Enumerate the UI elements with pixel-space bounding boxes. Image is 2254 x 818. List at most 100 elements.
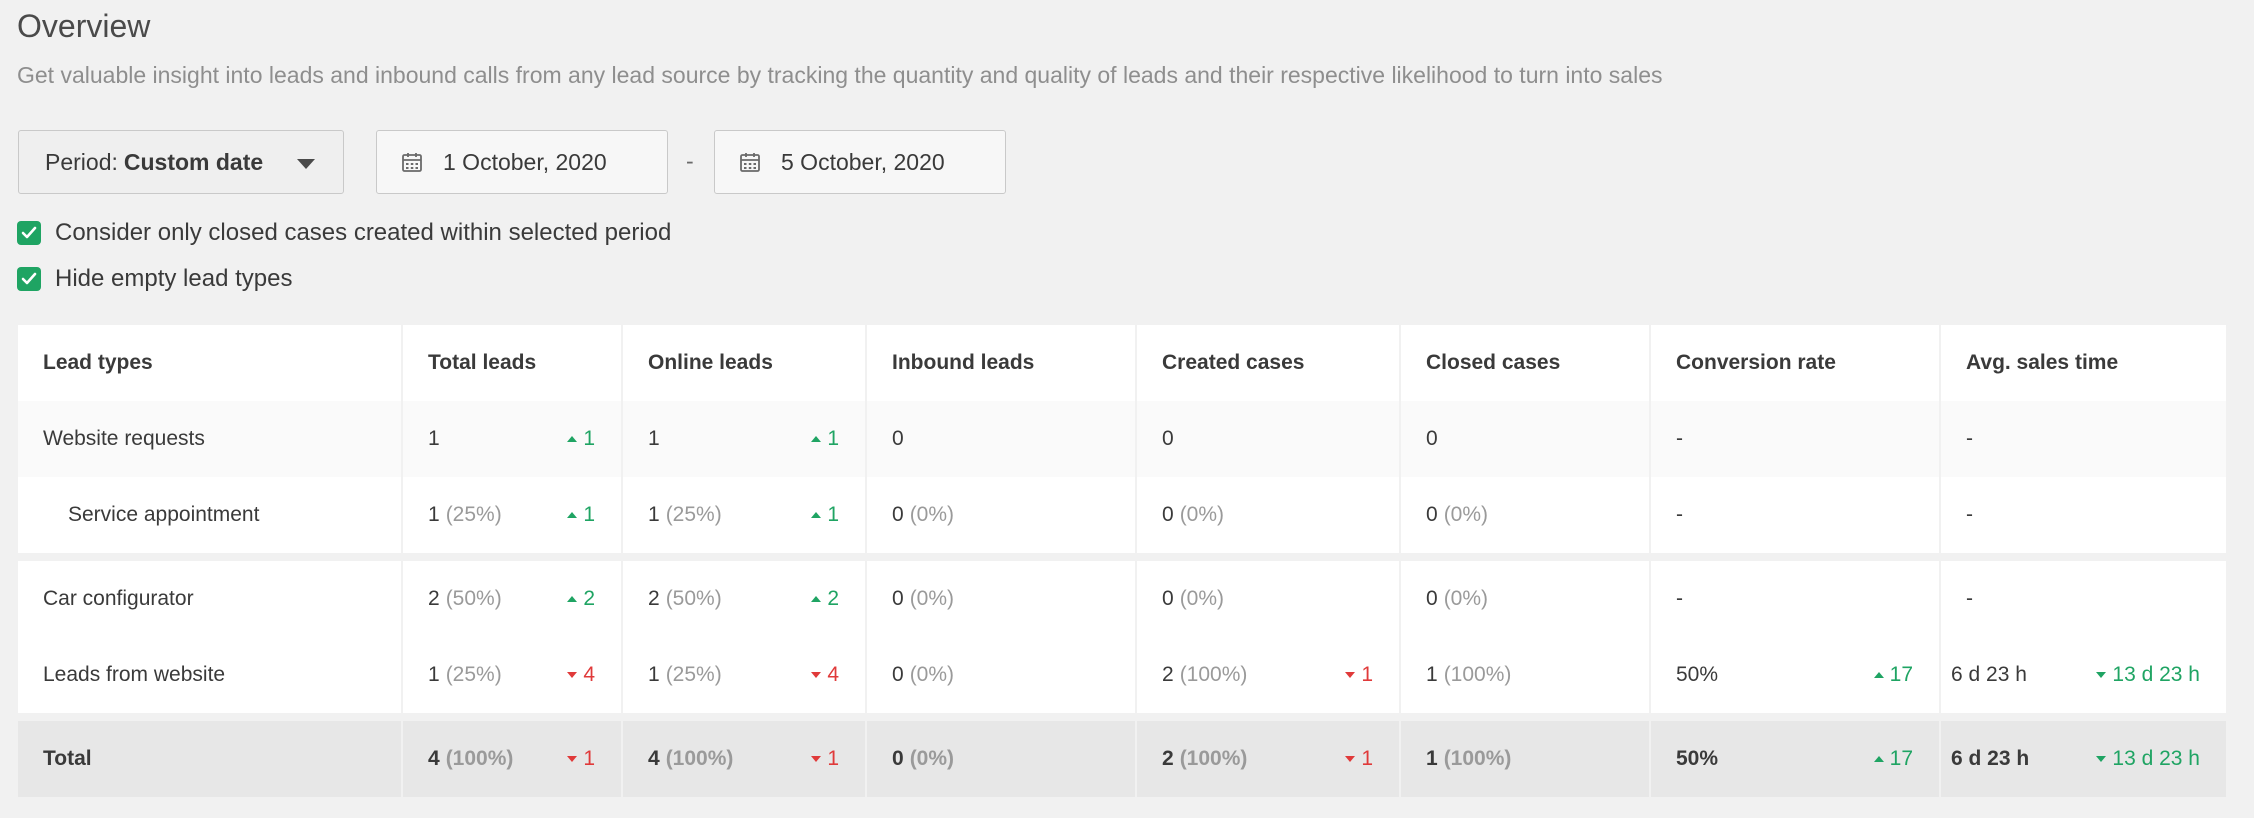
period-dropdown[interactable]: Period: Custom date (18, 130, 344, 194)
online-leads-cell: 1 (25%) 1 (623, 477, 867, 553)
created-cases-cell: 2 (100%) 1 (1137, 637, 1401, 713)
column-header-total-leads[interactable]: Total leads (403, 325, 623, 401)
created-cases-cell: 2 (100%) 1 (1137, 721, 1401, 797)
total-leads-cell: 1 (25%) 4 (403, 637, 623, 713)
inbound-leads-cell: 0 (0%) (867, 637, 1137, 713)
triangle-up-icon (1873, 672, 1884, 678)
cell-percentage: (100%) (1443, 663, 1512, 686)
cell-percentage: (0%) (909, 747, 955, 770)
closed-cases-checkbox-row[interactable]: Consider only closed cases created withi… (17, 219, 671, 247)
date-to-input[interactable]: 5 October, 2020 (714, 130, 1006, 194)
closed-cases-cell: 0 (0%) (1401, 477, 1651, 553)
lead-type-cell: Car configurator (18, 561, 403, 637)
column-header-inbound-leads[interactable]: Inbound leads (867, 325, 1137, 401)
triangle-down-icon (811, 756, 822, 762)
column-header-lead-types[interactable]: Lead types (18, 325, 403, 401)
hide-empty-checkbox-row[interactable]: Hide empty lead types (17, 265, 292, 293)
trend-value: 1 (1361, 663, 1373, 686)
trend-down-indicator: 4 (567, 663, 595, 687)
chevron-down-icon (297, 159, 315, 169)
triangle-down-icon (2096, 672, 2107, 678)
cell-percentage: (100%) (445, 747, 514, 770)
closed-cases-checkbox-label: Consider only closed cases created withi… (55, 219, 672, 246)
column-header-online-leads[interactable]: Online leads (623, 325, 867, 401)
table-row[interactable]: Service appointment 1 (25%) 1 1 (25%) 1 0(… (18, 477, 2226, 553)
online-leads-cell: 1 1 (623, 401, 867, 477)
cell-value: 0 (1426, 503, 1438, 526)
calendar-icon (402, 153, 422, 172)
date-from-input[interactable]: 1 October, 2020 (376, 130, 668, 194)
period-label: Period: (45, 148, 118, 175)
cell-value: - (1966, 587, 1973, 610)
group-divider (18, 553, 2226, 561)
cell-percentage: (0%) (1443, 587, 1489, 610)
trend-down-indicator: 1 (1345, 663, 1373, 687)
closed-cases-checkbox[interactable] (17, 221, 41, 245)
triangle-down-icon (567, 756, 578, 762)
online-leads-cell: 1 (25%) 4 (623, 637, 867, 713)
trend-down-indicator: 1 (1345, 747, 1373, 771)
cell-value: 6 d 23 h (1951, 747, 2030, 770)
triangle-up-icon (567, 512, 578, 518)
column-header-created-cases[interactable]: Created cases (1137, 325, 1401, 401)
column-header-avg-sales-time[interactable]: Avg. sales time (1966, 351, 2119, 374)
trend-up-indicator: 1 (811, 503, 839, 527)
cell-percentage: (25%) (445, 503, 502, 526)
cell-value: 2 (1162, 747, 1174, 770)
triangle-down-icon (2096, 756, 2107, 762)
lead-type-cell: Website requests (18, 401, 403, 477)
trend-value: 4 (827, 663, 839, 686)
online-leads-cell: 4 (100%) 1 (623, 721, 867, 797)
cell-value: 4 (428, 747, 440, 770)
page-subtitle: Get valuable insight into leads and inbo… (17, 62, 1663, 88)
closed-cases-cell: 1 (100%) (1401, 721, 1651, 797)
total-leads-cell: 1 1 (403, 401, 623, 477)
triangle-up-icon (811, 512, 822, 518)
group-divider (18, 713, 2226, 721)
cell-percentage: (50%) (665, 587, 722, 610)
column-header-closed-cases[interactable]: Closed cases (1401, 325, 1651, 401)
column-header-conversion-rate[interactable]: Conversion rate (1651, 325, 1941, 401)
cell-percentage: (0%) (1179, 503, 1225, 526)
trend-up-indicator: 1 (567, 503, 595, 527)
cell-value: 50% (1676, 663, 1719, 686)
cell-percentage: (0%) (909, 587, 955, 610)
cell-value: 0 (1426, 427, 1438, 450)
cell-value: 2 (648, 587, 660, 610)
cell-value: 1 (428, 427, 440, 450)
cell-percentage: (25%) (665, 503, 722, 526)
avg-sales-time-cell: - (1941, 401, 2226, 477)
triangle-down-icon (1345, 756, 1356, 762)
page-title: Overview (17, 8, 151, 44)
cell-percentage: (100%) (1179, 663, 1248, 686)
triangle-up-icon (567, 596, 578, 602)
trend-value: 1 (827, 747, 839, 770)
cell-value: - (1676, 503, 1683, 526)
cell-value: 1 (428, 663, 440, 686)
checkmark-icon (21, 226, 37, 239)
trend-value: 1 (827, 427, 839, 450)
trend-value: 13 d 23 h (2112, 663, 2200, 686)
cell-value: 0 (892, 663, 904, 686)
inbound-leads-cell: 0 (0%) (867, 561, 1137, 637)
cell-percentage: (0%) (909, 663, 955, 686)
hide-empty-checkbox[interactable] (17, 267, 41, 291)
closed-cases-cell: 0 (1401, 401, 1651, 477)
cell-percentage: (100%) (1443, 747, 1512, 770)
created-cases-cell: 0 (0%) (1137, 561, 1401, 637)
conversion-rate-cell: - (1651, 561, 1941, 637)
table-row[interactable]: Car configurator 2 (50%) 2 2 (50%) 2 0 (0%)… (18, 561, 2226, 637)
inbound-leads-cell: 0 (867, 401, 1137, 477)
trend-up-indicator: 17 (1873, 663, 1913, 687)
table-row[interactable]: Website requests 1 1 1 1 0 0 0 - - (18, 401, 2226, 477)
inbound-leads-cell: 0 (0%) (867, 721, 1137, 797)
online-leads-cell: 2 (50%) 2 (623, 561, 867, 637)
lead-overview-table: Lead types Total leads Online leads Inbo… (18, 325, 2226, 797)
trend-up-indicator: 1 (567, 427, 595, 451)
avg-sales-time-cell: 6 d 23 h 13 d 23 h (1941, 637, 2226, 713)
trend-value: 1 (583, 427, 595, 450)
cell-value: 0 (892, 503, 904, 526)
trend-value: 17 (1889, 747, 1913, 770)
table-row[interactable]: Leads from website 1 (25%) 4 1 (25%) 4 0 (0… (18, 637, 2226, 713)
trend-down-indicator: 1 (567, 747, 595, 771)
